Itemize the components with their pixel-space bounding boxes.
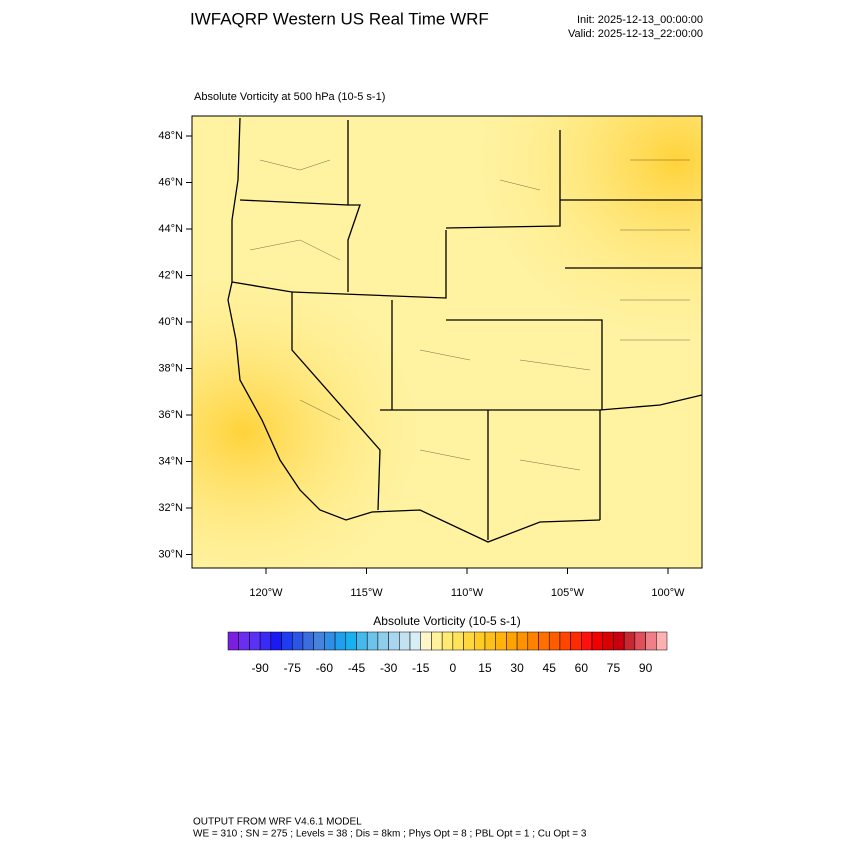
colorbar-box xyxy=(302,631,314,651)
lat-axis: 48°N 46°N 44°N 42°N 40°N 38°N 36°N 34°N 32°N 30°N xyxy=(158,130,192,560)
colorbar-label: 60 xyxy=(575,661,589,675)
colorbar-box xyxy=(463,631,475,651)
colorbar-label: 0 xyxy=(450,661,457,675)
colorbar-box xyxy=(506,631,518,651)
colorbar-box xyxy=(356,631,368,651)
colorbar-box xyxy=(602,631,614,651)
colorbar-box xyxy=(516,631,529,651)
colorbar-box xyxy=(431,631,443,651)
colorbar-box xyxy=(591,631,604,651)
colorbar-label: -60 xyxy=(316,661,334,675)
lat-label: 36°N xyxy=(158,409,183,421)
lat-label: 42°N xyxy=(158,269,183,281)
colorbar-box xyxy=(474,631,486,651)
colorbar-box xyxy=(345,631,357,651)
init-time: Init: 2025-12-13_00:00:00 xyxy=(577,14,703,26)
colorbar-box xyxy=(495,631,507,651)
colorbar-box xyxy=(656,631,668,651)
colorbar-box xyxy=(377,631,389,651)
colorbar-box xyxy=(324,631,336,651)
colorbar-label: -75 xyxy=(284,661,302,675)
lon-label: 110°W xyxy=(451,587,484,599)
colorbar-label: -15 xyxy=(412,661,430,675)
colorbar-box xyxy=(570,631,582,651)
colorbar-box xyxy=(409,631,421,651)
colorbar-box xyxy=(388,631,400,651)
colorbar-label: 30 xyxy=(510,661,524,675)
colorbar-box xyxy=(334,631,347,651)
lat-label: 48°N xyxy=(158,130,183,142)
colorbar-box xyxy=(366,631,379,651)
colorbar-box xyxy=(227,631,239,651)
colorbar-box xyxy=(281,631,293,651)
colorbar-box xyxy=(441,631,454,651)
title: IWFAQRP Western US Real Time WRF xyxy=(190,9,489,28)
colorbar-box xyxy=(645,631,657,651)
colorbar-label: 15 xyxy=(478,661,492,675)
colorbar-box xyxy=(259,631,272,651)
colorbar-box xyxy=(399,631,411,651)
lon-label: 120°W xyxy=(249,587,283,599)
lat-label: 34°N xyxy=(158,455,183,467)
lon-label: 105°W xyxy=(551,587,585,599)
footer-line: WE = 310 ; SN = 275 ; Levels = 38 ; Dis … xyxy=(193,829,587,840)
lat-label: 38°N xyxy=(158,362,183,374)
colorbar-box xyxy=(613,631,625,651)
colorbar-box xyxy=(249,631,261,651)
colorbar-box xyxy=(559,631,571,651)
colorbar-box xyxy=(238,631,250,651)
colorbar-box xyxy=(538,631,550,651)
colorbar-box xyxy=(313,631,325,651)
colorbar-box xyxy=(623,631,636,651)
colorbar-label: 90 xyxy=(639,661,653,675)
colorbar: -90 -75 -60 -45 -30 -15 0 15 30 45 60 75 90 xyxy=(227,631,668,675)
colorbar-box xyxy=(634,631,646,651)
colorbar-label: 75 xyxy=(607,661,621,675)
colorbar-box xyxy=(527,631,539,651)
colorbar-label: -30 xyxy=(380,661,398,675)
lat-label: 40°N xyxy=(158,316,183,328)
lon-label: 115°W xyxy=(350,587,383,599)
colorbar-label: 45 xyxy=(543,661,557,675)
lon-axis: 120°W 115°W 110°W 105°W 100°W xyxy=(249,568,685,599)
colorbar-box xyxy=(420,631,432,651)
map xyxy=(191,115,703,569)
colorbar-box xyxy=(291,631,304,651)
footer-line: OUTPUT FROM WRF V4.6.1 MODEL xyxy=(193,817,362,828)
lat-label: 44°N xyxy=(158,223,183,235)
valid-time: Valid: 2025-12-13_22:00:00 xyxy=(568,28,703,40)
map-title: Absolute Vorticity at 500 hPa (10-5 s-1) xyxy=(194,91,385,103)
lon-label: 100°W xyxy=(651,587,685,599)
colorbar-box xyxy=(452,631,464,651)
colorbar-label: -90 xyxy=(251,661,269,675)
lat-label: 32°N xyxy=(158,502,183,514)
colorbar-box xyxy=(270,631,282,651)
colorbar-title: Absolute Vorticity (10-5 s-1) xyxy=(373,614,520,628)
colorbar-box xyxy=(581,631,593,651)
colorbar-label: -45 xyxy=(348,661,366,675)
lat-label: 46°N xyxy=(158,176,183,188)
colorbar-box xyxy=(484,631,496,651)
colorbar-box xyxy=(548,631,561,651)
lat-label: 30°N xyxy=(158,548,183,560)
